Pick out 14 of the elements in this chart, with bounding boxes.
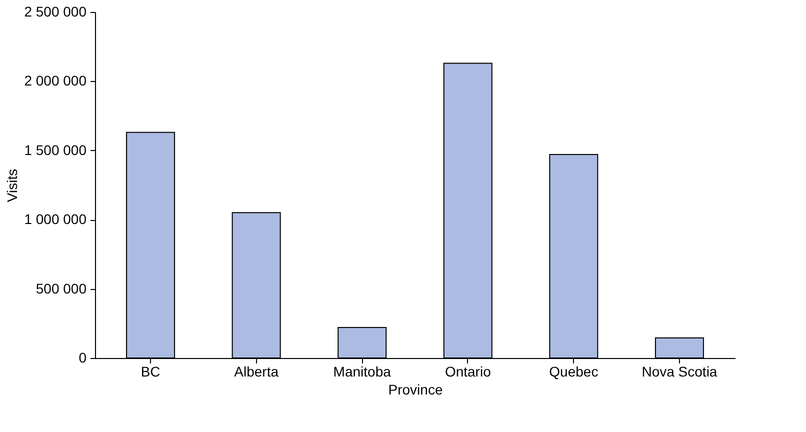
y-axis-title: Visits xyxy=(4,168,20,202)
y-tick-label: 1 500 000 xyxy=(24,142,87,158)
x-tick-label: Ontario xyxy=(444,364,492,380)
y-tick-label: 2 000 000 xyxy=(24,72,87,89)
x-tick-label: Nova Scotia xyxy=(642,364,718,380)
y-tick-label: 1 000 000 xyxy=(24,211,87,228)
x-axis-title: Province xyxy=(388,382,443,398)
y-tick-label: 500 000 xyxy=(36,280,87,296)
x-tick-label: Quebec xyxy=(549,364,598,380)
y-tick-label: 2 500 000 xyxy=(24,4,87,20)
x-tick-label: Alberta xyxy=(234,364,279,380)
x-tick-label: Manitoba xyxy=(333,364,392,380)
x-tick-label: BC xyxy=(140,364,160,380)
y-tick-label: 0 xyxy=(78,350,87,366)
